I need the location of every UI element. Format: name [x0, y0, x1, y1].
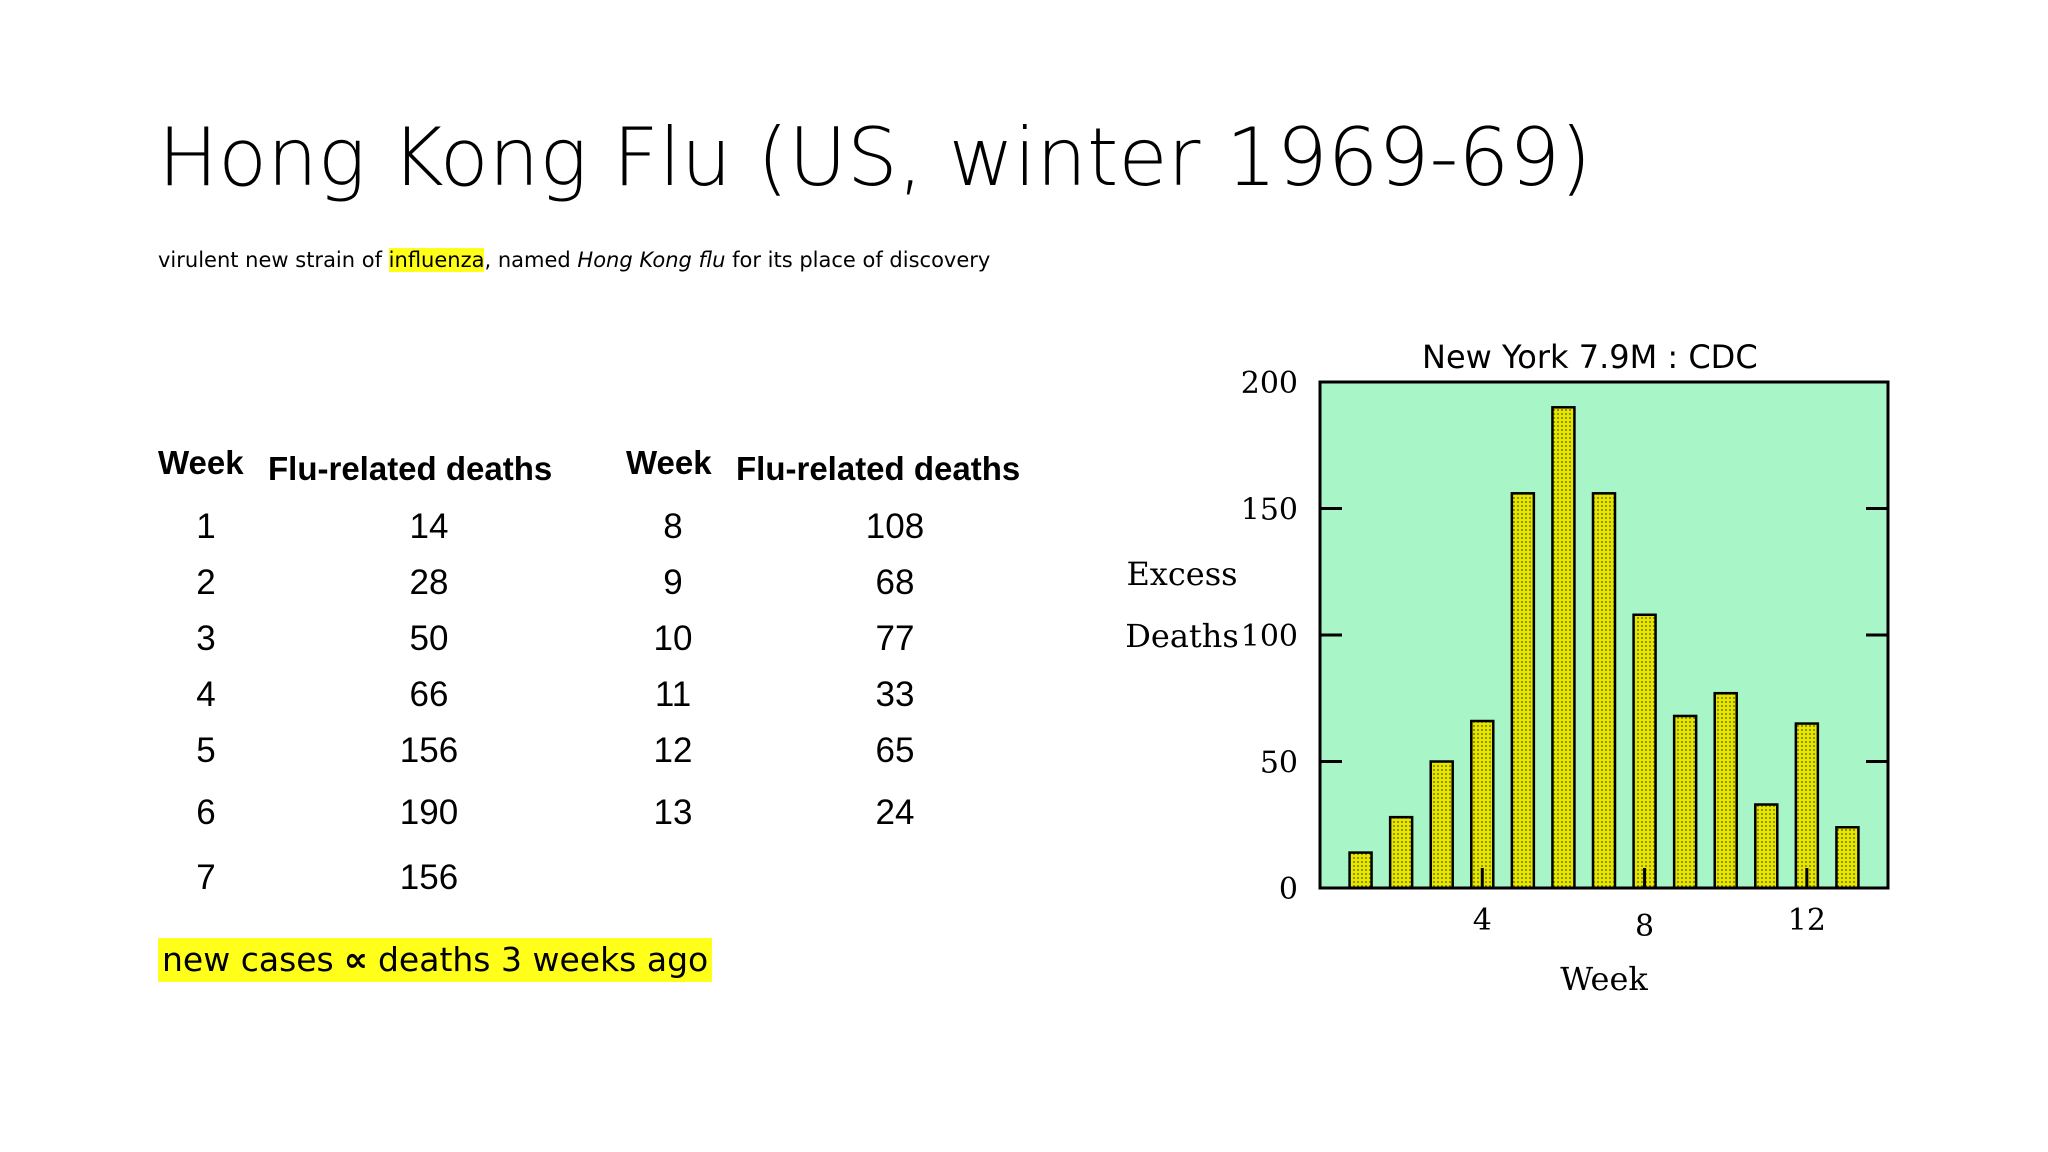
bar: [1388, 815, 1414, 890]
table-cell-deaths: 24: [875, 793, 915, 832]
y-axis-label: Excess Deaths: [1125, 555, 1239, 655]
subtitle-part2: , named: [484, 248, 578, 272]
rule-left: new cases: [162, 940, 334, 979]
table-cell-week: 13: [653, 793, 693, 832]
table-header-week-left: Week: [158, 444, 244, 481]
x-tick-label: 4: [1473, 903, 1492, 938]
table-cell-week: 5: [196, 731, 216, 770]
bar: [1672, 714, 1698, 890]
table-cell-week: 9: [663, 563, 683, 602]
table-cell-week: 12: [653, 731, 693, 770]
proportionality-note: new cases ∝ deaths 3 weeks ago: [158, 938, 713, 982]
bar: [1429, 760, 1454, 890]
table-cell-deaths: 108: [865, 507, 925, 546]
bar: [1713, 691, 1738, 890]
table-cell-deaths: 65: [875, 731, 915, 770]
chart-title: New York 7.9M : CDC: [1422, 338, 1758, 376]
bar: [1754, 803, 1779, 890]
proportional-symbol: ∝: [343, 940, 368, 980]
page-title: Hong Kong Flu (US, winter 1969-69): [158, 111, 1592, 204]
bar: [1348, 851, 1373, 890]
subtitle-part1: virulent new strain of: [158, 248, 389, 272]
table-cell-deaths: 77: [875, 619, 915, 658]
table-cell-deaths: 66: [409, 675, 449, 714]
rule-right: deaths 3 weeks ago: [377, 940, 709, 979]
table-cell-deaths: 156: [399, 731, 459, 770]
table-cell-deaths: 14: [409, 507, 449, 546]
table-cell-week: 7: [196, 858, 216, 897]
y-tick-label: 150: [1241, 493, 1298, 528]
table-cell-week: 11: [654, 675, 692, 714]
table-cell-deaths: 33: [875, 675, 915, 714]
table-cell-week: 8: [663, 507, 683, 546]
bar: [1591, 492, 1617, 890]
table-cell-deaths: 190: [399, 793, 459, 832]
subtitle-italic: Hong Kong flu: [577, 248, 726, 272]
bar: [1510, 492, 1536, 890]
table-header-deaths-left: Flu-related deaths: [268, 450, 553, 487]
table-cell-week: 3: [196, 619, 216, 658]
table-cell-deaths: 156: [399, 858, 459, 897]
influenza-highlight: influenza: [388, 248, 485, 272]
table-cell-week: 4: [196, 675, 216, 714]
subtitle: virulent new strain of influenza, named …: [158, 248, 990, 272]
bar: [1632, 613, 1657, 890]
y-tick-label: 0: [1279, 872, 1298, 907]
y-tick-label: 50: [1260, 746, 1298, 781]
y-tick-label: 200: [1241, 366, 1298, 401]
table-cell-week: 10: [653, 619, 693, 658]
bar: [1551, 406, 1576, 890]
bar: [1470, 719, 1495, 890]
table-cell-week: 2: [196, 563, 216, 602]
table-cell-deaths: 50: [409, 619, 449, 658]
table-header-deaths-right: Flu-related deaths: [736, 450, 1021, 487]
table-cell-deaths: 68: [875, 563, 915, 602]
excess-deaths-chart: 0 50 100 150 200 4 8 12 Week Excess Deaths: [1125, 366, 1890, 998]
bar: [1835, 826, 1860, 890]
x-axis-label: Week: [1560, 960, 1648, 998]
table-cell-week: 1: [196, 507, 216, 546]
x-tick-label: 12: [1788, 903, 1826, 938]
bar: [1794, 722, 1820, 890]
y-axis-label-line: Deaths: [1125, 617, 1239, 655]
subtitle-part3: for its place of discovery: [725, 248, 991, 272]
y-axis-label-line: Excess: [1126, 555, 1237, 593]
table-header-week-right: Week: [626, 444, 712, 481]
table-cell-week: 6: [196, 793, 216, 832]
table-cell-deaths: 28: [409, 563, 449, 602]
x-tick-label: 8: [1635, 909, 1654, 944]
y-tick-label: 100: [1241, 619, 1298, 654]
